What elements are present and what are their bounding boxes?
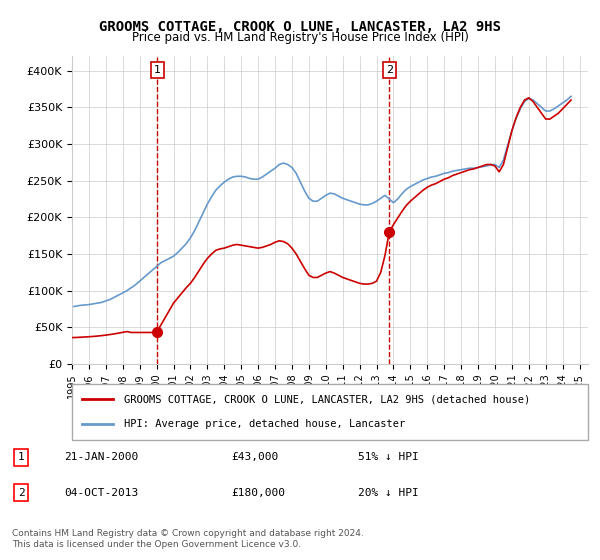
Text: Price paid vs. HM Land Registry's House Price Index (HPI): Price paid vs. HM Land Registry's House … [131, 31, 469, 44]
Text: GROOMS COTTAGE, CROOK O LUNE, LANCASTER, LA2 9HS: GROOMS COTTAGE, CROOK O LUNE, LANCASTER,… [99, 20, 501, 34]
Text: 20% ↓ HPI: 20% ↓ HPI [358, 488, 418, 498]
Text: 1: 1 [154, 66, 161, 75]
Text: 04-OCT-2013: 04-OCT-2013 [64, 488, 138, 498]
Text: 2: 2 [18, 488, 25, 498]
Text: 2: 2 [386, 66, 393, 75]
Text: Contains HM Land Registry data © Crown copyright and database right 2024.
This d: Contains HM Land Registry data © Crown c… [12, 529, 364, 549]
FancyBboxPatch shape [72, 384, 588, 440]
Text: £43,000: £43,000 [231, 452, 278, 462]
Text: £180,000: £180,000 [231, 488, 285, 498]
Text: HPI: Average price, detached house, Lancaster: HPI: Average price, detached house, Lanc… [124, 419, 405, 429]
Text: GROOMS COTTAGE, CROOK O LUNE, LANCASTER, LA2 9HS (detached house): GROOMS COTTAGE, CROOK O LUNE, LANCASTER,… [124, 394, 530, 404]
Text: 1: 1 [18, 452, 25, 462]
Text: 51% ↓ HPI: 51% ↓ HPI [358, 452, 418, 462]
Text: 21-JAN-2000: 21-JAN-2000 [64, 452, 138, 462]
